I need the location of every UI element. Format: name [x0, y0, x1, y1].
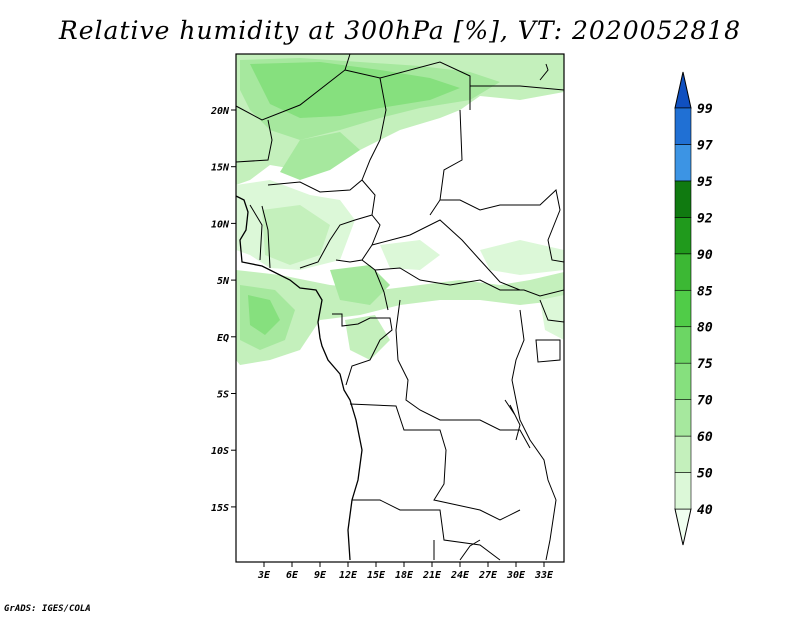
colorbar-label: 80: [697, 321, 713, 336]
colorbar-label: 95: [697, 175, 713, 190]
colorbar-label: 92: [697, 211, 713, 226]
lat-tick-label: 5N: [217, 276, 230, 287]
colorbar-segment: [674, 362, 692, 400]
lon-tick-label: 27E: [478, 570, 498, 581]
colorbar-label: 85: [697, 284, 713, 299]
colorbar-segment: [674, 253, 692, 291]
lon-tick-label: 33E: [534, 570, 554, 581]
colorbar-label: 97: [697, 138, 713, 153]
grads-credit: GrADS: IGES/COLA: [4, 604, 91, 614]
lat-tick-label: 5S: [217, 390, 229, 401]
colorbar-segment: [674, 399, 692, 437]
latitude-ticks: 20N 15N 10N 5N EQ 5S 10S 15S: [210, 106, 236, 514]
colorbar-segment: [674, 326, 692, 364]
colorbar-segment: [674, 217, 692, 255]
lon-tick-label: 21E: [422, 570, 442, 581]
lat-tick-label: 20N: [210, 106, 230, 117]
lat-tick-label: 10S: [211, 446, 229, 457]
colorbar-bottom-arrow: [674, 508, 692, 546]
colorbar-segment: [674, 289, 692, 328]
colorbar-label: 70: [697, 394, 713, 409]
colorbar-segment: [674, 472, 692, 510]
lon-tick-label: 9E: [314, 570, 327, 581]
lat-tick-label: EQ: [217, 333, 229, 344]
colorbar-segment: [674, 180, 692, 218]
lat-tick-label: 15N: [211, 163, 230, 174]
colorbar-segment: [674, 435, 692, 473]
colorbar-label: 60: [697, 430, 713, 445]
colorbar: 40 50 60 70 75 80 85 90 92 95 97 99: [674, 71, 713, 546]
humidity-shading: [236, 54, 564, 365]
lon-tick-label: 12E: [339, 570, 358, 581]
lat-tick-label: 15S: [211, 503, 229, 514]
colorbar-top-arrow: [674, 71, 692, 109]
lon-tick-label: 18E: [395, 570, 414, 581]
lat-tick-label: 10N: [211, 219, 230, 230]
country-borders: [236, 54, 564, 561]
colorbar-segment: [674, 144, 692, 182]
lon-tick-label: 6E: [286, 570, 299, 581]
colorbar-label: 40: [697, 503, 713, 518]
colorbar-label: 50: [697, 467, 713, 482]
colorbar-label: 90: [697, 248, 713, 263]
lon-tick-label: 15E: [367, 570, 386, 581]
longitude-ticks: 3E 6E 9E 12E 15E 18E 21E 24E 27E 30E 33E: [257, 562, 554, 581]
plot-title: Relative humidity at 300hPa [%], VT: 202…: [58, 16, 742, 45]
colorbar-segment: [674, 107, 692, 145]
colorbar-label: 99: [697, 102, 713, 117]
lon-tick-label: 24E: [450, 570, 470, 581]
colorbar-label: 75: [697, 357, 713, 372]
lon-tick-label: 3E: [257, 570, 271, 581]
lon-tick-label: 30E: [506, 570, 526, 581]
map-frame: [235, 53, 565, 563]
